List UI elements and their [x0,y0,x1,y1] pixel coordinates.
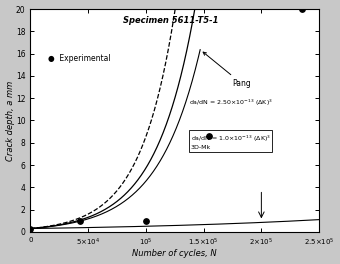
Point [143,219,149,223]
Text: 3D-Mk: 3D-Mk [0,263,1,264]
Point [299,7,305,11]
X-axis label: Number of cycles, N: Number of cycles, N [133,249,217,258]
Text: da/dN = 1.0$\times$10$^{-13}$ ($\Delta$K)$^3$
3D-Mk: da/dN = 1.0$\times$10$^{-13}$ ($\Delta$K… [191,134,271,150]
Text: ●  Experimental: ● Experimental [48,54,110,63]
Text: Specimen 5611-T5-1: Specimen 5611-T5-1 [123,16,218,25]
Y-axis label: Crack depth, a mm: Crack depth, a mm [5,80,15,161]
Text: Pang: Pang [203,52,251,88]
Point [28,227,33,231]
Point [207,134,212,138]
Text: 2D-Mk: 2D-Mk [0,263,1,264]
Point [78,219,83,223]
Text: da/dN = 2.50$\times$10$^{-13}$ ($\Delta$K)$^3$: da/dN = 2.50$\times$10$^{-13}$ ($\Delta$… [189,98,273,109]
